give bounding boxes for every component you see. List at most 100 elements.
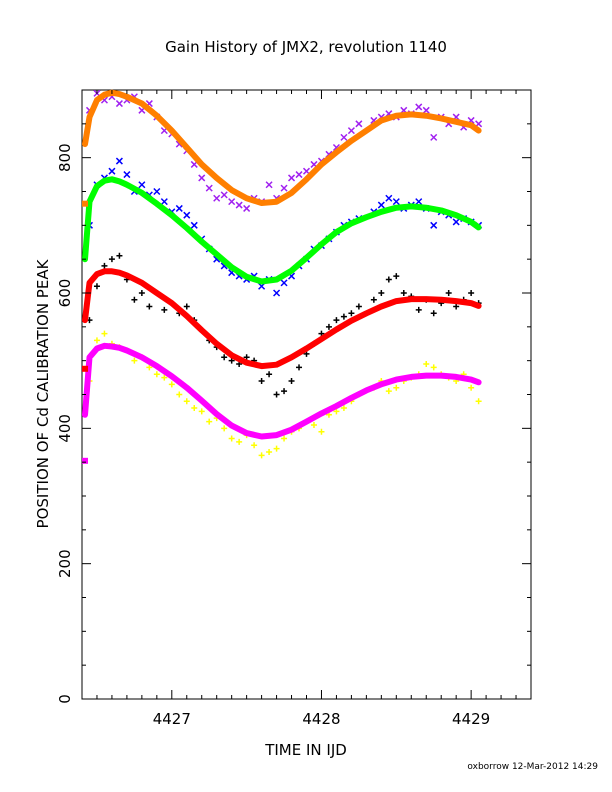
data-point-6-20 (236, 438, 243, 445)
data-point-2-25 (273, 289, 281, 297)
data-point-0-43 (415, 103, 423, 111)
data-point-0-27 (288, 174, 296, 182)
data-point-4-7 (138, 290, 145, 296)
data-point-2-3 (108, 167, 116, 175)
data-point-6-6 (131, 357, 138, 364)
data-point-0-24 (265, 181, 273, 189)
data-point-6-44 (423, 361, 430, 368)
data-point-6-16 (206, 418, 213, 425)
data-point-6-8 (146, 364, 153, 371)
data-point-4-10 (161, 306, 168, 313)
y-axis-label: POSITION OF Cd CALIBRATION PEAK (34, 258, 52, 528)
data-point-0-35 (347, 127, 355, 135)
data-point-2-39 (385, 194, 393, 202)
data-point-2-4 (115, 157, 123, 165)
data-point-0-17 (213, 194, 221, 202)
data-point-6-33 (333, 408, 340, 415)
y-tick-label-3: 600 (56, 279, 74, 308)
data-point-4-39 (385, 276, 392, 283)
outlier-point-0 (81, 200, 88, 207)
data-point-6-23 (258, 452, 265, 459)
data-point-4-38 (378, 290, 385, 296)
data-point-0-34 (340, 133, 348, 141)
data-point-0-4 (115, 100, 123, 108)
data-point-0-28 (295, 171, 303, 179)
data-point-6-10 (161, 374, 168, 381)
data-point-6-25 (273, 445, 280, 452)
data-point-6-30 (310, 421, 317, 428)
data-point-4-23 (258, 377, 265, 384)
data-point-4-34 (340, 313, 347, 320)
x-tick-label-1: 4428 (302, 710, 340, 728)
data-point-0-16 (205, 184, 213, 192)
data-point-6-26 (281, 435, 288, 442)
data-point-2-5 (123, 171, 131, 179)
data-point-4-45 (430, 310, 437, 317)
data-marks (81, 89, 483, 464)
data-point-6-24 (266, 449, 273, 456)
data-point-4-26 (281, 388, 288, 395)
data-point-4-32 (325, 323, 332, 330)
data-point-0-26 (280, 184, 288, 192)
data-point-6-50 (468, 384, 475, 391)
data-point-2-9 (153, 187, 161, 196)
data-point-4-47 (445, 290, 452, 296)
data-point-4-4 (116, 252, 123, 259)
data-point-0-20 (235, 201, 243, 209)
data-point-4-13 (183, 303, 190, 310)
data-point-4-24 (266, 371, 273, 378)
fit-curve-5 (82, 268, 482, 370)
data-point-6-1 (93, 337, 100, 344)
data-point-2-26 (280, 279, 288, 287)
data-point-4-8 (146, 303, 153, 310)
data-point-4-36 (355, 303, 362, 310)
y-tick-label-4: 800 (56, 143, 74, 172)
data-point-2-12 (175, 204, 183, 212)
data-point-0-15 (198, 174, 206, 182)
data-point-4-33 (333, 317, 340, 324)
fit-curve-1 (82, 89, 482, 206)
fit-curve-7 (82, 342, 482, 440)
data-point-4-37 (370, 296, 377, 303)
x-tick-label-0: 4427 (153, 710, 191, 728)
data-point-6-9 (153, 371, 160, 378)
data-point-4-21 (243, 354, 250, 361)
data-point-2-7 (138, 181, 146, 189)
data-point-4-18 (221, 354, 228, 361)
data-point-2-13 (183, 211, 191, 219)
data-point-2-10 (160, 198, 168, 206)
data-point-4-35 (348, 310, 355, 317)
data-point-0-45 (430, 133, 438, 141)
data-point-4-50 (468, 290, 475, 296)
data-point-4-28 (296, 364, 303, 371)
chart-title: Gain History of JMX2, revolution 1140 (165, 38, 447, 56)
y-tick-label-0: 0 (56, 694, 74, 704)
data-point-4-27 (288, 377, 295, 384)
data-point-6-15 (198, 408, 205, 415)
x-tick-label-2: 4429 (452, 710, 490, 728)
data-point-4-43 (415, 306, 422, 313)
data-point-6-12 (176, 391, 183, 398)
data-point-4-41 (400, 290, 407, 296)
outlier-point-1 (81, 365, 88, 372)
data-point-4-6 (131, 296, 138, 303)
data-point-4-40 (393, 273, 400, 280)
data-point-6-19 (228, 435, 235, 442)
data-point-2-40 (392, 198, 400, 206)
data-point-0-36 (355, 120, 363, 128)
data-point-6-2 (101, 330, 108, 337)
y-tick-label-2: 400 (56, 414, 74, 443)
data-point-6-13 (183, 398, 190, 405)
data-point-0-21 (243, 204, 251, 212)
data-point-6-34 (340, 405, 347, 412)
data-point-2-43 (415, 198, 423, 206)
data-point-2-38 (377, 201, 385, 209)
data-point-4-1 (93, 283, 100, 290)
data-point-6-14 (191, 405, 198, 412)
data-point-6-45 (430, 364, 437, 371)
data-point-6-22 (251, 442, 258, 449)
outlier-point-2 (81, 457, 88, 464)
data-point-4-2 (101, 262, 108, 269)
data-point-0-44 (422, 106, 430, 114)
footer-stamp: oxborrow 12-Mar-2012 14:29 (467, 762, 598, 772)
